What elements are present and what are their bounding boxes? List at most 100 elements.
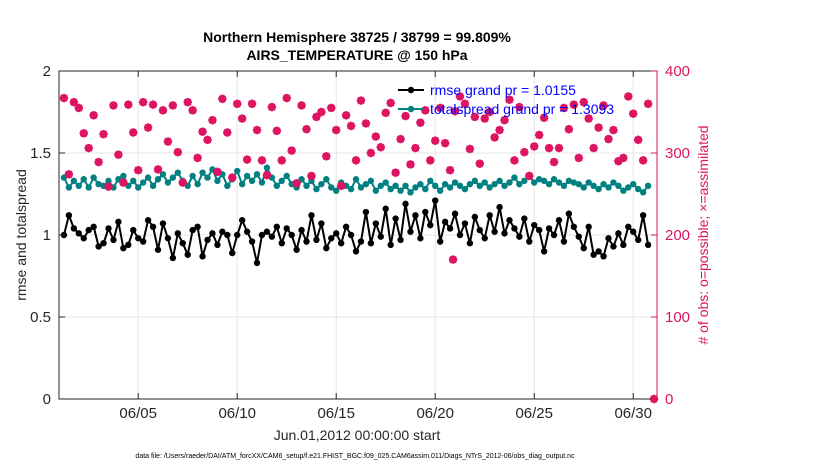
point-0-76 <box>436 238 444 245</box>
obs-assimilated-72 <box>416 118 425 127</box>
point-0-98 <box>545 225 553 232</box>
point-1-59 <box>352 176 360 183</box>
point-0-60 <box>357 238 365 245</box>
point-1-72 <box>417 180 424 188</box>
obs-assimilated-14 <box>129 128 138 137</box>
point-0-26 <box>189 226 196 234</box>
obs-assimilated-36 <box>237 114 247 123</box>
point-1-96 <box>535 176 543 183</box>
point-0-101 <box>560 238 568 245</box>
point-1-102 <box>565 177 573 185</box>
obs-assimilated-116 <box>633 135 643 145</box>
obs-assimilated-34 <box>228 173 237 182</box>
obs-assimilated-58 <box>346 121 356 131</box>
point-0-87 <box>491 228 498 235</box>
obs-assimilated-95 <box>530 142 539 151</box>
point-0-116 <box>634 236 642 244</box>
obs-assimilated-0 <box>59 93 69 103</box>
point-0-112 <box>615 230 622 237</box>
point-1-22 <box>169 174 177 181</box>
point-1-103 <box>570 179 578 186</box>
obs-assimilated-117 <box>638 156 648 165</box>
obs-assimilated-81 <box>460 99 470 108</box>
point-0-3 <box>75 230 83 237</box>
obs-assimilated-50 <box>307 171 316 181</box>
obs-assimilated-89 <box>500 116 509 125</box>
obs-assimilated-83 <box>470 112 480 122</box>
point-1-63 <box>372 187 380 194</box>
point-1-62 <box>367 177 375 185</box>
point-0-66 <box>387 241 394 249</box>
obs-assimilated-10 <box>109 101 118 110</box>
obs-assimilated-61 <box>361 119 371 128</box>
point-1-117 <box>639 189 647 196</box>
extra-point-0 <box>448 255 458 264</box>
point-0-32 <box>219 228 226 235</box>
point-1-118 <box>644 182 652 189</box>
point-1-99 <box>550 176 558 183</box>
obs-assimilated-93 <box>520 147 529 157</box>
obs-assimilated-7 <box>94 157 103 167</box>
obs-assimilated-62 <box>366 148 376 158</box>
obs-assimilated-71 <box>411 143 420 153</box>
point-1-77 <box>441 180 449 188</box>
point-1-23 <box>174 169 182 176</box>
point-0-20 <box>159 220 167 227</box>
obs-assimilated-67 <box>391 168 400 177</box>
point-0-78 <box>446 225 454 232</box>
obs-assimilated-97 <box>539 113 549 122</box>
point-0-102 <box>565 210 573 217</box>
point-0-28 <box>199 253 206 260</box>
point-0-84 <box>476 226 483 234</box>
point-1-92 <box>516 180 523 188</box>
obs-assimilated-66 <box>386 98 395 108</box>
obs-assimilated-52 <box>317 107 326 117</box>
y-left-tick-label-2: 1 <box>43 227 51 244</box>
point-1-106 <box>585 179 592 186</box>
point-0-94 <box>526 238 533 245</box>
obs-assimilated-114 <box>624 92 633 101</box>
obs-assimilated-60 <box>356 96 366 105</box>
point-1-17 <box>144 174 152 181</box>
series-group <box>59 92 659 404</box>
obs-assimilated-46 <box>287 146 296 155</box>
point-1-91 <box>511 174 518 181</box>
obs-assimilated-96 <box>534 130 544 140</box>
point-0-64 <box>377 233 384 240</box>
point-0-19 <box>154 246 162 253</box>
point-1-65 <box>382 179 389 186</box>
point-1-113 <box>620 187 627 194</box>
point-1-27 <box>194 180 201 188</box>
point-1-70 <box>407 189 414 196</box>
obs-assimilated-63 <box>371 132 381 141</box>
point-0-56 <box>337 240 345 247</box>
y-axis-label-left: rmse and totalspread <box>13 169 29 301</box>
obs-assimilated-78 <box>445 166 455 175</box>
point-1-76 <box>436 187 444 194</box>
chart-title-line2: AIRS_TEMPERATURE @ 150 hPa <box>246 47 467 63</box>
point-0-40 <box>258 231 266 239</box>
obs-assimilated-75 <box>431 136 440 145</box>
point-1-4 <box>80 176 87 183</box>
point-1-16 <box>139 179 147 186</box>
point-0-21 <box>164 235 172 242</box>
y-right-tick-label-4: 400 <box>665 63 690 80</box>
point-1-98 <box>545 180 553 188</box>
obs-assimilated-28 <box>198 127 207 136</box>
point-1-115 <box>630 180 637 188</box>
obs-assimilated-73 <box>421 106 430 115</box>
ticks: 06/05 06/10 06/15 06/20 06/25 06/3000.511.520… <box>30 63 690 422</box>
point-0-74 <box>427 221 434 229</box>
point-1-107 <box>590 182 597 189</box>
obs-assimilated-51 <box>312 112 321 122</box>
obs-assimilated-103 <box>569 100 579 109</box>
series-3 <box>59 92 653 191</box>
point-1-33 <box>224 182 231 189</box>
point-0-77 <box>441 218 449 226</box>
point-0-4 <box>80 235 87 242</box>
point-1-116 <box>634 185 642 193</box>
obs-assimilated-13 <box>124 100 133 109</box>
obs-assimilated-39 <box>252 125 262 135</box>
point-0-35 <box>234 231 241 239</box>
